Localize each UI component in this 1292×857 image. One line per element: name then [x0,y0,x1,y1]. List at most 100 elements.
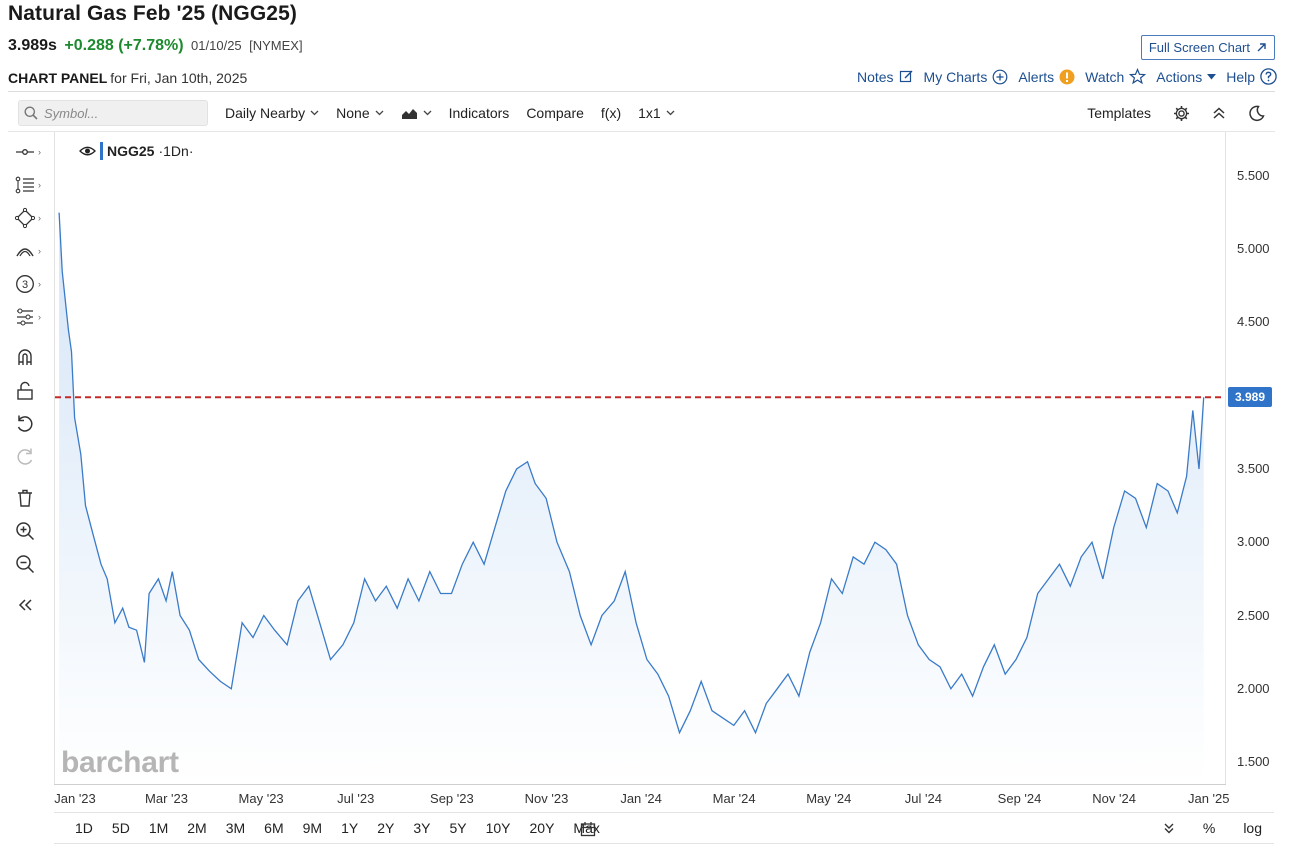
range-button-1y[interactable]: 1Y [341,820,359,836]
notes-link[interactable]: Notes [857,69,914,85]
chart-panel-title: CHART PANEL [8,70,108,86]
trash-icon [18,489,32,507]
chevron-right-icon: › [38,147,41,157]
data-point [733,724,735,726]
x-tick-label: Jan '23 [54,791,96,806]
dark-mode-icon[interactable] [1248,105,1265,122]
price-chart[interactable] [55,132,1225,784]
range-button-10y[interactable]: 10Y [485,820,511,836]
range-button-5y[interactable]: 5Y [449,820,467,836]
data-point [92,534,94,536]
log-toggle[interactable]: log [1243,820,1262,836]
notes-label: Notes [856,68,894,85]
overlay-dropdown[interactable]: None [336,105,384,121]
range-button-2m[interactable]: 2M [187,820,207,836]
data-point [755,732,757,734]
y-tick-label: 4.500 [1237,314,1270,330]
data-point [874,541,876,543]
indicators-button[interactable]: Indicators [448,105,510,121]
svg-text:3: 3 [22,279,28,291]
range-button-3y[interactable]: 3Y [413,820,431,836]
full-screen-chart-button[interactable]: Full Screen Chart [1140,35,1275,60]
my-charts-label: My Charts [923,68,988,85]
data-point [74,417,76,419]
chart-legend[interactable]: NGG25 ·1Dn· [79,142,193,160]
data-point [396,607,398,609]
data-point [198,659,200,661]
range-button-6m[interactable]: 6M [264,820,284,836]
arc-icon [16,248,34,257]
help-link[interactable]: Help [1226,68,1277,85]
toolbar-divider [8,131,1275,132]
delete-tool[interactable] [14,486,50,510]
price-series-line[interactable] [58,212,1205,735]
chevron-down-icon [310,110,319,116]
percent-toggle[interactable]: % [1202,820,1216,836]
zoom-in-tool[interactable] [14,519,50,543]
eye-icon[interactable] [79,145,96,157]
range-button-5d[interactable]: 5D [111,820,130,836]
range-bar: 1D 5D 1M 2M 3M 6M 9M 1Y 2Y 3Y 5Y 10Y 20Y Max % log [54,812,1274,844]
chart-type-dropdown[interactable] [401,107,432,120]
shapes-tool[interactable]: › [14,206,50,230]
my-charts-link[interactable]: My Charts [924,69,1009,85]
collapse-tool[interactable] [14,593,50,617]
templates-button[interactable]: Templates [1087,105,1151,121]
arc-tool[interactable]: › [14,239,50,263]
data-point [1102,578,1104,580]
redo-tool[interactable] [14,445,50,469]
data-point [263,615,265,617]
chart-area[interactable]: NGG25 ·1Dn· barchart [54,132,1226,784]
y-axis[interactable]: 5.5005.0004.5004.0003.5003.0002.5002.000… [1226,132,1286,784]
last-price-tag: 3.989 [1228,387,1272,408]
magnet-icon [18,349,32,365]
range-button-1d[interactable]: 1D [75,820,93,836]
actions-link[interactable]: Actions [1156,69,1217,85]
help-label: Help [1226,68,1255,85]
calendar-icon[interactable] [580,821,596,837]
data-point [689,710,691,712]
layout-dropdown[interactable]: 1x1 [638,105,675,121]
collapse-up-icon[interactable] [1212,106,1226,120]
double-chevron-left-icon [18,599,32,611]
data-point [319,622,321,624]
zoom-out-tool[interactable] [14,552,50,576]
double-chevron-down-icon[interactable] [1163,822,1175,834]
range-button-20y[interactable]: 20Y [529,820,555,836]
x-tick-label: Mar '24 [712,791,756,806]
x-tick-label: Sep '23 [430,791,474,806]
range-button-3m[interactable]: 3M [225,820,246,836]
number-circle-icon: 3 [16,275,34,293]
data-point [85,505,87,507]
data-point [429,571,431,573]
magnet-tool[interactable] [14,345,50,369]
data-point [1124,490,1126,492]
lines-tool[interactable]: › [14,173,50,197]
data-point [461,563,463,565]
compare-button[interactable]: Compare [526,105,584,121]
help-circle-icon [1260,68,1277,85]
symbol-search-input[interactable]: Symbol... [18,100,208,126]
undo-tool[interactable] [14,412,50,436]
patterns-tool[interactable]: › [14,305,50,329]
range-button-9m[interactable]: 9M [302,820,323,836]
data-point [297,600,299,602]
data-point [136,629,138,631]
alerts-link[interactable]: Alerts [1018,69,1075,85]
data-point [219,680,221,682]
crosshair-tool[interactable]: › [14,140,50,164]
watch-link[interactable]: Watch [1085,68,1147,85]
counter-tool[interactable]: 3 › [14,272,50,296]
edit-icon [899,70,913,83]
gear-icon[interactable] [1173,105,1190,122]
x-axis[interactable]: Jan '23 Mar '23 May '23 Jul '23 Sep '23 Nov '… [54,784,1229,810]
frequency-dropdown[interactable]: Daily Nearby [225,105,319,121]
range-button-2y[interactable]: 2Y [377,820,395,836]
data-point [157,578,159,580]
range-button-1m[interactable]: 1M [148,820,169,836]
fx-button[interactable]: f(x) [600,105,622,121]
chevron-right-icon: › [38,312,41,322]
lock-tool[interactable] [14,379,50,403]
data-point [1176,512,1178,514]
data-point [1135,497,1137,499]
